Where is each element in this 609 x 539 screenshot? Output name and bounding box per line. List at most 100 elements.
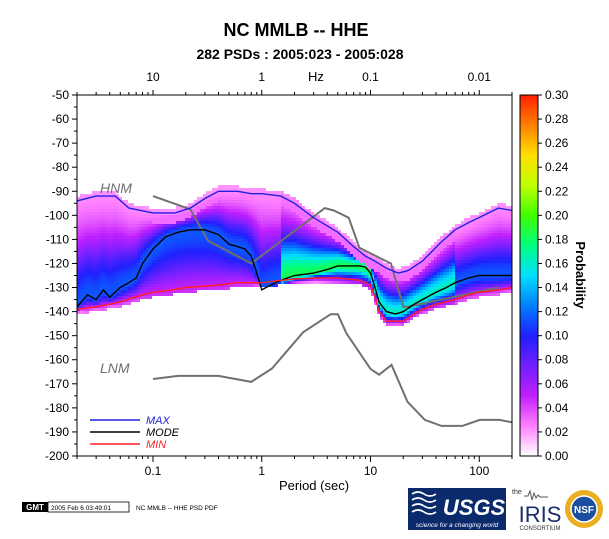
heatmap-cell <box>299 209 302 212</box>
heatmap-cell <box>290 230 293 233</box>
heatmap-cell <box>416 281 419 284</box>
heatmap-cell <box>254 188 257 191</box>
heatmap-cell <box>119 281 122 284</box>
heatmap-cell <box>254 227 257 230</box>
heatmap-cell <box>128 251 131 254</box>
heatmap-cell <box>407 266 410 269</box>
heatmap-cell <box>503 251 506 254</box>
heatmap-cell <box>317 221 320 224</box>
heatmap-cell <box>488 254 491 257</box>
heatmap-cell <box>107 296 110 299</box>
heatmap-cell <box>497 218 500 221</box>
heatmap-cell <box>116 209 119 212</box>
heatmap-cell <box>464 284 467 287</box>
heatmap-cell <box>509 251 512 254</box>
heatmap-cell <box>503 245 506 248</box>
heatmap-cell <box>200 224 203 227</box>
heatmap-cell <box>392 296 395 299</box>
heatmap-cell <box>194 254 197 257</box>
heatmap-cell <box>278 233 281 236</box>
heatmap-cell <box>119 236 122 239</box>
heatmap-cell <box>131 299 134 302</box>
heatmap-cell <box>485 209 488 212</box>
heatmap-cell <box>272 221 275 224</box>
heatmap-cell <box>443 239 446 242</box>
heatmap-cell <box>200 272 203 275</box>
heatmap-cell <box>398 305 401 308</box>
heatmap-cell <box>101 203 104 206</box>
heatmap-cell <box>137 248 140 251</box>
heatmap-cell <box>251 209 254 212</box>
heatmap-cell <box>338 275 341 278</box>
heatmap-cell <box>491 251 494 254</box>
heatmap-cell <box>284 269 287 272</box>
heatmap-cell <box>98 224 101 227</box>
heatmap-cell <box>335 245 338 248</box>
heatmap-cell <box>401 287 404 290</box>
heatmap-cell <box>470 275 473 278</box>
heatmap-cell <box>467 290 470 293</box>
heatmap-cell <box>170 245 173 248</box>
heatmap-cell <box>500 263 503 266</box>
heatmap-cell <box>452 263 455 266</box>
heatmap-cell <box>203 203 206 206</box>
heatmap-cell <box>242 245 245 248</box>
heatmap-cell <box>308 224 311 227</box>
heatmap-cell <box>149 296 152 299</box>
heatmap-cell <box>413 266 416 269</box>
heatmap-cell <box>227 263 230 266</box>
heatmap-cell <box>230 185 233 188</box>
heatmap-cell <box>302 206 305 209</box>
heatmap-cell <box>290 212 293 215</box>
heatmap-cell <box>77 278 80 281</box>
heatmap-cell <box>272 236 275 239</box>
heatmap-cell <box>143 227 146 230</box>
heatmap-cell <box>107 269 110 272</box>
heatmap-cell <box>80 275 83 278</box>
heatmap-cell <box>503 227 506 230</box>
heatmap-cell <box>416 275 419 278</box>
heatmap-cell <box>458 293 461 296</box>
heatmap-cell <box>170 266 173 269</box>
heatmap-cell <box>245 227 248 230</box>
heatmap-cell <box>299 254 302 257</box>
heatmap-cell <box>80 224 83 227</box>
heatmap-cell <box>269 230 272 233</box>
heatmap-cell <box>257 218 260 221</box>
heatmap-cell <box>131 230 134 233</box>
heatmap-cell <box>275 239 278 242</box>
heatmap-cell <box>506 260 509 263</box>
heatmap-cell <box>188 227 191 230</box>
heatmap-cell <box>347 254 350 257</box>
heatmap-cell <box>104 308 107 311</box>
heatmap-cell <box>380 275 383 278</box>
heatmap-cell <box>395 275 398 278</box>
heatmap-cell <box>107 287 110 290</box>
heatmap-cell <box>185 239 188 242</box>
heatmap-cell <box>86 302 89 305</box>
heatmap-cell <box>200 284 203 287</box>
heatmap-cell <box>80 305 83 308</box>
heatmap-cell <box>260 269 263 272</box>
heatmap-cell <box>191 281 194 284</box>
heatmap-cell <box>425 251 428 254</box>
heatmap-cell <box>272 206 275 209</box>
heatmap-cell <box>170 209 173 212</box>
heatmap-cell <box>77 254 80 257</box>
heatmap-cell <box>284 221 287 224</box>
heatmap-cell <box>296 266 299 269</box>
heatmap-cell <box>323 230 326 233</box>
heatmap-cell <box>311 266 314 269</box>
heatmap-cell <box>89 224 92 227</box>
heatmap-cell <box>455 293 458 296</box>
heatmap-cell <box>176 278 179 281</box>
heatmap-cell <box>290 242 293 245</box>
heatmap-cell <box>299 281 302 284</box>
heatmap-cell <box>224 260 227 263</box>
heatmap-cell <box>83 224 86 227</box>
heatmap-cell <box>491 224 494 227</box>
heatmap-cell <box>263 254 266 257</box>
heatmap-cell <box>80 302 83 305</box>
heatmap-cell <box>311 218 314 221</box>
heatmap-cell <box>131 284 134 287</box>
